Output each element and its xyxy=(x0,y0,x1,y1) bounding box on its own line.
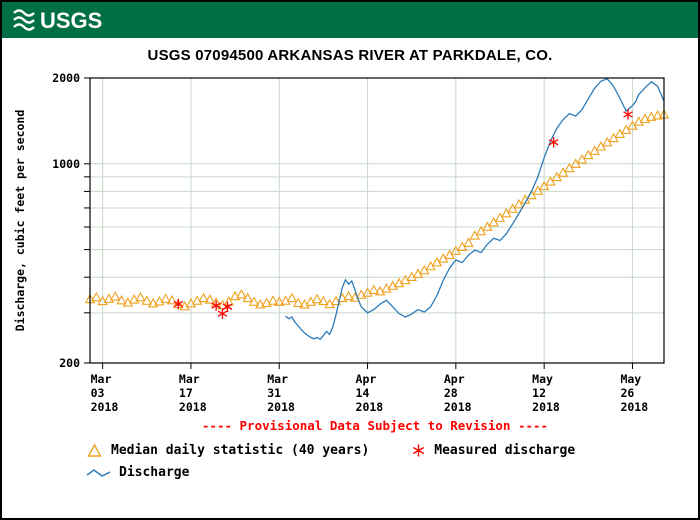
x-tick-label: Apr xyxy=(444,372,465,386)
median-triangle-icon xyxy=(87,443,102,457)
x-tick-label: 03 xyxy=(91,386,105,400)
legend-row-2: Discharge xyxy=(86,465,698,480)
usgs-wave-icon xyxy=(13,9,35,31)
legend-label-discharge: Discharge xyxy=(119,465,190,480)
x-tick-label: Mar xyxy=(179,372,200,386)
discharge-series xyxy=(285,78,665,341)
legend-item-measured: Measured discharge xyxy=(411,443,575,458)
legend-label-measured: Measured discharge xyxy=(434,443,576,458)
measured-series xyxy=(173,109,633,319)
x-tick-label: 17 xyxy=(179,386,193,400)
x-tick-label: May xyxy=(620,372,641,386)
usgs-header-bar: USGS xyxy=(2,2,698,38)
graph-title: USGS 07094500 ARKANSAS RIVER AT PARKDALE… xyxy=(147,47,553,64)
chart-axes: Mar032018Mar172018Mar312018Apr142018Apr2… xyxy=(13,71,648,414)
y-axis-title: Discharge, cubic feet per second xyxy=(13,110,27,332)
x-tick-label: 2018 xyxy=(444,400,472,414)
y-tick-label: 2000 xyxy=(52,71,80,85)
x-tick-label: May xyxy=(532,372,553,386)
legend-row-1: Median daily statistic (40 years) Measur… xyxy=(86,443,698,458)
y-tick-label: 200 xyxy=(59,356,80,370)
x-tick-label: 2018 xyxy=(267,400,295,414)
median-series xyxy=(84,108,670,311)
legend-item-discharge: Discharge xyxy=(86,465,189,480)
x-tick-label: Mar xyxy=(91,372,112,386)
legend: Median daily statistic (40 years) Measur… xyxy=(86,443,698,480)
provisional-notice: ---- Provisional Data Subject to Revisio… xyxy=(201,418,549,433)
x-tick-label: 28 xyxy=(444,386,458,400)
plot-border xyxy=(89,77,665,364)
x-tick-label: 31 xyxy=(267,386,281,400)
usgs-logo[interactable]: USGS xyxy=(12,7,108,33)
legend-label-median: Median daily statistic (40 years) xyxy=(111,443,370,458)
x-tick-label: Mar xyxy=(267,372,288,386)
x-tick-label: 2018 xyxy=(356,400,384,414)
x-tick-label: 2018 xyxy=(620,400,648,414)
x-tick-label: Apr xyxy=(356,372,377,386)
x-tick-label: 14 xyxy=(356,386,370,400)
x-tick-label: 2018 xyxy=(91,400,119,414)
x-tick-label: 2018 xyxy=(179,400,207,414)
x-tick-label: 26 xyxy=(620,386,634,400)
chart-grid xyxy=(90,77,664,364)
usgs-logo-graphic: USGS xyxy=(13,8,102,33)
legend-item-median: Median daily statistic (40 years) xyxy=(86,443,369,458)
x-tick-label: 12 xyxy=(532,386,546,400)
discharge-line-icon xyxy=(86,468,111,477)
discharge-chart: Mar 03 2018 Mar 17 2018 Mar 31 2018 Apr 14 2018 Apr 2… xyxy=(2,66,698,416)
chart-canvas: Mar032018Mar172018Mar312018Apr142018Apr2… xyxy=(13,71,670,414)
measured-asterisk-icon xyxy=(413,444,425,457)
usgs-logo-text: USGS xyxy=(40,8,102,33)
y-tick-label: 1000 xyxy=(52,157,80,171)
x-tick-label: 2018 xyxy=(532,400,560,414)
